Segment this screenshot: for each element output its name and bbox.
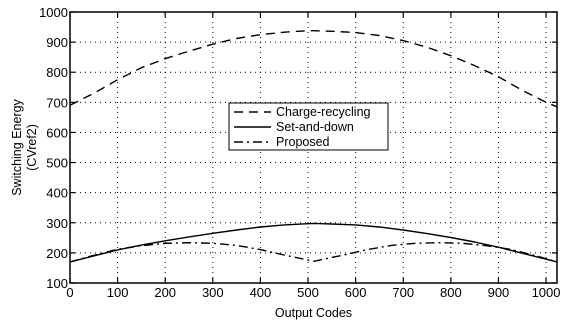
x-axis-label: Output Codes	[275, 306, 352, 320]
x-tick-label: 500	[297, 285, 319, 300]
legend: Charge-recycling Set-and-down Proposed	[228, 102, 389, 151]
x-tick-label: 900	[488, 285, 510, 300]
y-tick-label: 400	[46, 186, 68, 201]
axis-labels: Output Codes Switching Energy (CVref2)	[10, 98, 352, 320]
y-tick-label: 500	[46, 156, 68, 171]
x-tick-label: 1000	[532, 285, 561, 300]
x-tick-label: 100	[107, 285, 129, 300]
plot-frame	[69, 11, 558, 284]
x-tick-label: 700	[392, 285, 414, 300]
y-tick-label: 800	[46, 65, 68, 80]
series-line-set-and-down	[69, 222, 558, 263]
y-tick-label: 700	[46, 95, 68, 110]
y-tick-label: 1000	[39, 5, 68, 20]
legend-label-charge-recycling: Charge-recycling	[276, 105, 371, 119]
series-layer	[69, 30, 558, 263]
series-line-proposed	[69, 241, 558, 263]
tick-layer: 0 100 200 300 400 500 600 700 800 900 100010020030…	[39, 5, 560, 300]
legend-label-set-and-down: Set-and-down	[276, 120, 354, 134]
x-tick-label: 200	[154, 285, 176, 300]
y-tick-label: 200	[46, 246, 68, 261]
x-tick-label: 0	[66, 285, 73, 300]
x-tick-label: 400	[250, 285, 272, 300]
y-tick-label: 600	[46, 125, 68, 140]
legend-label-proposed: Proposed	[276, 135, 330, 149]
y-axis-label-line1: Switching Energy	[10, 98, 24, 195]
y-tick-label: 300	[46, 216, 68, 231]
series-line-charge-recycling	[69, 30, 558, 108]
y-tick-label: 900	[46, 35, 68, 50]
x-tick-label: 600	[345, 285, 367, 300]
x-tick-label: 800	[440, 285, 462, 300]
y-tick-label: 100	[46, 276, 68, 291]
y-axis-label-line2: (CVref2)	[25, 124, 39, 171]
x-tick-label: 300	[202, 285, 224, 300]
